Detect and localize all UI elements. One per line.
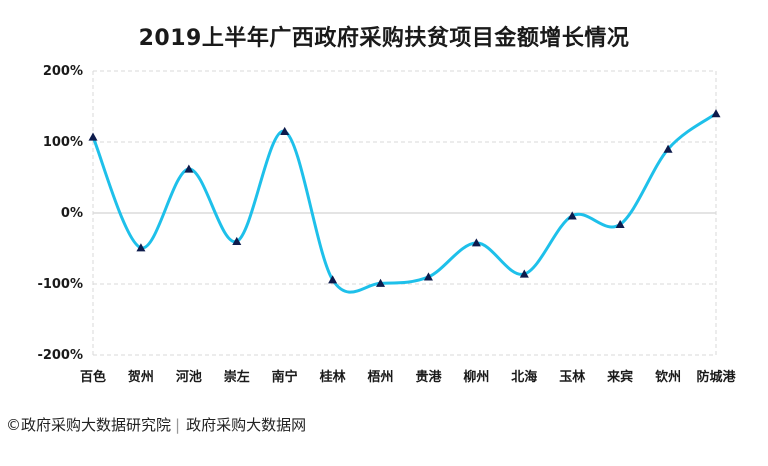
y-tick-label: 200% xyxy=(43,64,83,79)
x-tick-label: 防城港 xyxy=(696,369,736,385)
x-tick-label: 北海 xyxy=(511,369,537,385)
series-layer xyxy=(91,112,718,294)
x-tick-label: 柳州 xyxy=(463,369,489,385)
source-separator: | xyxy=(175,416,181,434)
series-line xyxy=(91,112,718,294)
x-tick-label: 百色 xyxy=(80,369,106,385)
data-point-marker xyxy=(88,132,98,141)
source-left: ©政府采购大数据研究院 xyxy=(6,416,172,434)
data-point-marker xyxy=(471,238,481,247)
data-point-marker xyxy=(184,164,194,173)
marker-layer xyxy=(88,109,721,287)
x-tick-label: 贺州 xyxy=(127,369,154,385)
grid-layer xyxy=(92,70,717,356)
data-point-marker xyxy=(663,144,673,153)
x-tick-label: 崇左 xyxy=(224,369,250,385)
x-tick-label: 贵港 xyxy=(415,369,442,385)
axis-layer: -200% -100% 0% 100% 200% 百色 贺州 河池 崇左 南宁 桂林 梧州 贵港 柳州 北海… xyxy=(37,64,736,385)
x-tick-label: 南宁 xyxy=(272,369,298,385)
data-point-marker xyxy=(232,236,242,245)
data-point-marker xyxy=(136,243,146,252)
x-tick-label: 桂林 xyxy=(319,369,346,385)
data-point-marker xyxy=(280,126,290,135)
data-point-marker xyxy=(328,275,338,284)
y-tick-label: -100% xyxy=(37,277,83,292)
x-tick-label: 玉林 xyxy=(559,369,585,385)
x-tick-label: 河池 xyxy=(176,369,202,385)
data-point-marker xyxy=(615,219,625,228)
x-tick-label: 梧州 xyxy=(368,369,394,385)
source-right: 政府采购大数据网 xyxy=(186,416,307,434)
data-point-marker xyxy=(519,269,529,278)
data-point-marker xyxy=(567,211,577,220)
y-tick-label: 0% xyxy=(61,206,83,221)
chart-title: 2019上半年广西政府采购扶贫项目金额增长情况 xyxy=(138,26,630,51)
data-point-marker xyxy=(376,278,386,287)
x-tick-label: 来宾 xyxy=(606,369,633,385)
x-tick-label: 钦州 xyxy=(654,369,681,385)
data-point-marker xyxy=(711,109,721,118)
y-tick-label: 100% xyxy=(43,135,83,150)
y-tick-label: -200% xyxy=(37,348,83,363)
data-point-marker xyxy=(423,272,433,281)
source-footer: ©政府采购大数据研究院 | 政府采购大数据网 xyxy=(6,414,306,435)
